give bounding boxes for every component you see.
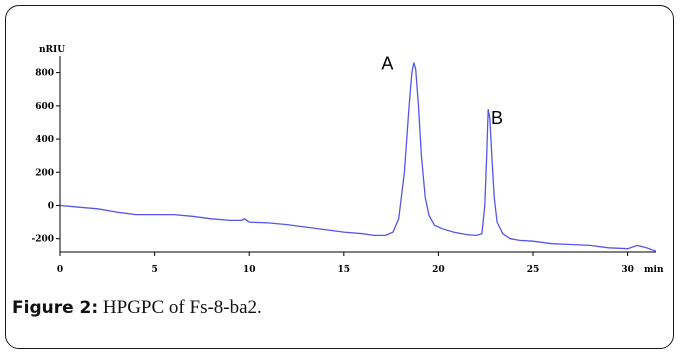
x-tick-label: 25 — [527, 265, 540, 275]
y-ticks: -200 0 200 400 600 800 — [31, 69, 60, 245]
y-tick-label: 800 — [35, 69, 54, 79]
peak-label-a: A — [381, 53, 393, 73]
y-axis-label: nRIU — [39, 45, 65, 55]
series-layer — [59, 62, 657, 252]
y-tick-label: 200 — [35, 168, 54, 178]
x-ticks: 0 5 10 15 20 25 30 — [57, 252, 634, 275]
figure-caption: Figure 2: HPGPC of Fs-8-ba2. — [12, 297, 262, 319]
chart-axes — [59, 56, 656, 253]
figure-caption-text: HPGPC of Fs-8-ba2. — [102, 297, 262, 318]
x-tick-label: 0 — [57, 265, 63, 275]
peak-label-b: B — [491, 108, 503, 128]
figure-label: Figure 2: — [12, 298, 99, 318]
y-tick-label: 0 — [48, 201, 54, 211]
chromatogram-trace — [59, 62, 657, 252]
y-tick-label: -200 — [31, 235, 54, 245]
x-tick-label: 20 — [432, 265, 445, 275]
x-tick-label: 15 — [338, 265, 351, 275]
x-tick-label: 5 — [151, 265, 157, 275]
annotation-layer: AB — [381, 53, 503, 128]
x-tick-label: 30 — [621, 265, 634, 275]
figure-frame — [5, 5, 674, 349]
y-tick-label: 600 — [35, 102, 54, 112]
x-axis-label: min — [644, 265, 664, 275]
x-tick-label: 10 — [243, 265, 256, 275]
y-tick-label: 400 — [35, 135, 54, 145]
